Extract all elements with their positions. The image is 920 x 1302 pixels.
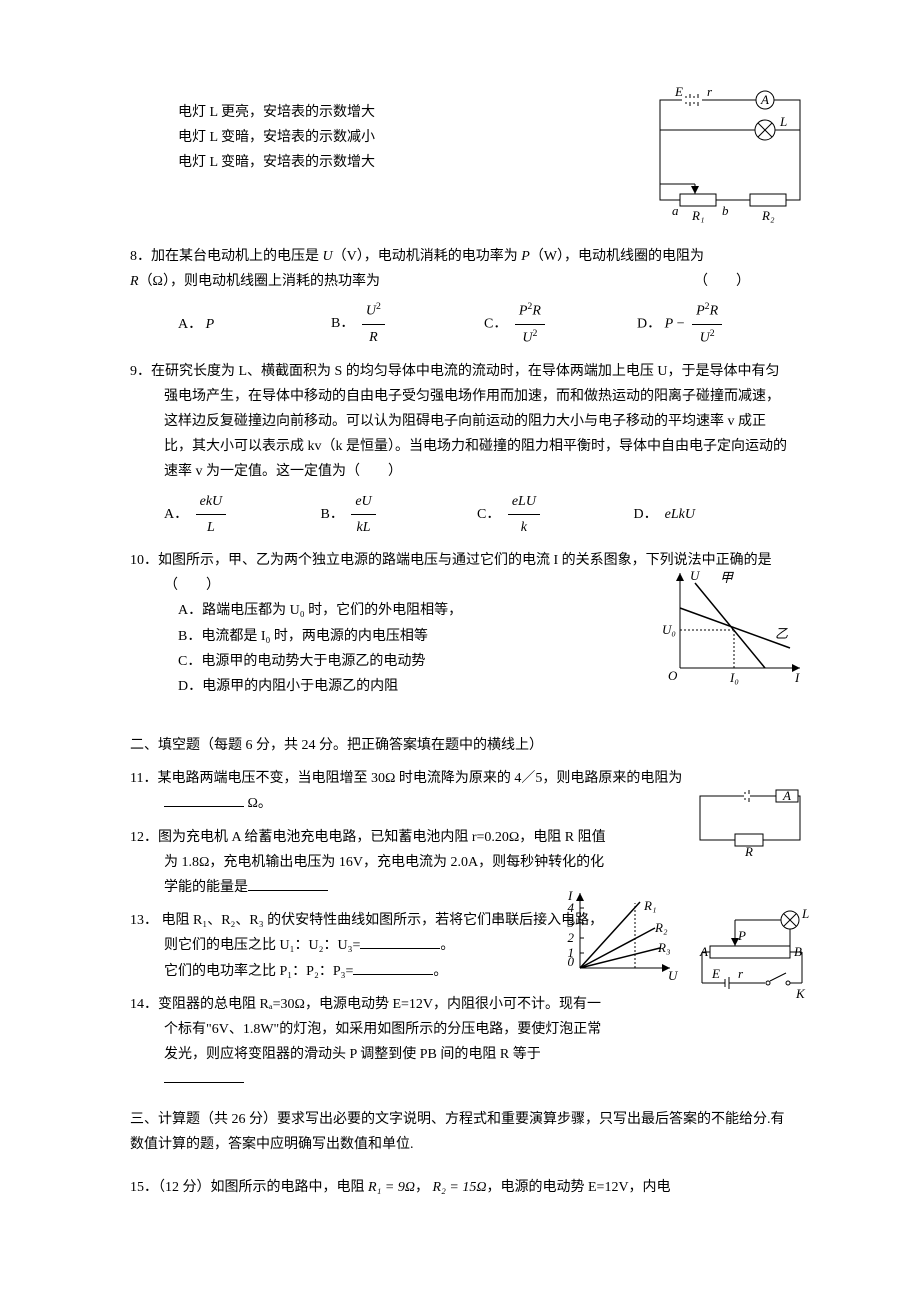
- section-2-header: 二、填空题（每题 6 分，共 24 分。把正确答案填在题中的横线上）: [130, 733, 790, 758]
- q8-options: A． P B． U2R C． P2RU2 D． P − P2RU2: [178, 298, 790, 351]
- q12-blank: [248, 876, 328, 891]
- svg-text:A: A: [782, 788, 791, 803]
- q15-stem-pre: 15．（12 分）如图所示的电路中，电阻: [130, 1180, 368, 1195]
- q13-blank1: [360, 934, 440, 949]
- section-3-header: 三、计算题（共 26 分）要求写出必要的文字说明、方程式和重要演算步骤，只写出最…: [130, 1107, 790, 1157]
- svg-text:I: I: [794, 670, 800, 685]
- question-9: 9．在研究长度为 L、横截面积为 S 的均匀导体中电流的流动时，在导体两端加上电…: [130, 359, 790, 540]
- svg-text:4: 4: [568, 900, 575, 915]
- q15-r1: R₁ = 9Ω: [368, 1180, 415, 1195]
- svg-text:U: U: [668, 968, 679, 983]
- question-12: 12．图为充电机 A 给蓄电池充电电路，已知蓄电池内阻 r=0.20Ω，电阻 R…: [130, 825, 790, 901]
- q8-var-p: P: [521, 249, 530, 264]
- svg-text:1: 1: [568, 945, 575, 960]
- svg-text:b: b: [722, 203, 729, 218]
- q8-opt-c: C． P2RU2: [484, 298, 637, 351]
- svg-text:I₀: I₀: [729, 670, 739, 685]
- q13-line2: 它们的电功率之比 P₁：P₂：P₃=: [164, 964, 353, 979]
- svg-text:甲: 甲: [720, 570, 734, 585]
- svg-text:E: E: [711, 966, 720, 981]
- svg-text:a: a: [672, 203, 679, 218]
- q15-comma1: ，: [415, 1180, 429, 1195]
- svg-text:P: P: [737, 928, 746, 943]
- q9-opt-b: B． eUkL: [321, 489, 478, 540]
- svg-text:U: U: [690, 568, 701, 583]
- svg-text:K: K: [795, 986, 806, 1001]
- svg-text:R₁: R₁: [691, 208, 704, 223]
- question-15: 15．（12 分）如图所示的电路中，电阻 R₁ = 9Ω， R₂ = 15Ω，电…: [130, 1175, 790, 1200]
- q9-options: A． ekUL B． eUkL C． eLUk D． eLkU: [164, 489, 790, 540]
- svg-text:L: L: [801, 906, 809, 921]
- q8-opt-b: B． U2R: [331, 298, 484, 350]
- svg-text:A: A: [760, 92, 769, 107]
- q8-stem-mid1: （V），电动机消耗的电功率为: [333, 249, 522, 264]
- q8-stem-mid2: （W），电动机线圈的电阻为: [530, 249, 704, 264]
- q11-unit: Ω。: [248, 796, 272, 811]
- q11-blank: [164, 792, 244, 807]
- circuit-q14: L P A B E r K: [690, 908, 820, 1012]
- svg-text:R₁: R₁: [643, 898, 656, 913]
- q15-r2: R₂ = 15Ω: [433, 1180, 487, 1195]
- q14-blank: [164, 1068, 244, 1083]
- svg-text:r: r: [738, 966, 744, 981]
- q9-stem: 9．在研究长度为 L、横截面积为 S 的均匀导体中电流的流动时，在导体两端加上电…: [164, 359, 790, 485]
- q13-period2: 。: [433, 964, 447, 979]
- svg-text:L: L: [779, 114, 787, 129]
- q8-stem-pre: 8．加在某台电动机上的电压是: [130, 249, 323, 264]
- q8-var-r: R: [130, 274, 139, 289]
- svg-text:R₂: R₂: [761, 208, 775, 223]
- q8-bracket: （ ）: [694, 269, 750, 294]
- q13-period1: 。: [440, 938, 454, 953]
- svg-text:R₂: R₂: [654, 920, 668, 935]
- svg-text:2: 2: [568, 930, 575, 945]
- q8-var-u: U: [323, 249, 333, 264]
- svg-text:r: r: [707, 84, 713, 99]
- q14-stem: 14．变阻器的总电阻 Rₐ=30Ω，电源电动势 E=12V，内阻很小可不计。现有…: [130, 997, 601, 1062]
- svg-text:3: 3: [567, 915, 575, 930]
- q9-opt-d: D． eLkU: [634, 502, 791, 527]
- question-11: A R 11．某电路两端电压不变，当电阻增至 30Ω 时电流降为原来的 4／5，…: [130, 766, 790, 816]
- circuit-diagram-q7: A E r L a b R₁ R₂: [650, 90, 820, 229]
- graph-q13: I U 0 1 2 3 4 R₁ R₂ R₃: [560, 888, 680, 992]
- q8-opt-d: D． P − P2RU2: [637, 298, 790, 351]
- q9-opt-a: A． ekUL: [164, 489, 321, 540]
- svg-text:R₃: R₃: [657, 940, 670, 955]
- q11-stem: 11．某电路两端电压不变，当电阻增至 30Ω 时电流降为原来的 4／5，则电路原…: [130, 771, 682, 786]
- q12-stem: 12．图为充电机 A 给蓄电池充电电路，已知蓄电池内阻 r=0.20Ω，电阻 R…: [130, 830, 606, 895]
- question-10: U I O 甲 乙 U₀ I₀ 10．如图所示，甲、乙为两个独立电源的路端电压与…: [130, 548, 790, 699]
- q8-opt-a: A． P: [178, 312, 331, 337]
- svg-text:乙: 乙: [775, 626, 788, 641]
- question-8: 8．加在某台电动机上的电压是 U（V），电动机消耗的电功率为 P（W），电动机线…: [130, 244, 790, 351]
- svg-text:E: E: [674, 84, 683, 99]
- q15-stem-post: ，电源的电动势 E=12V，内电: [487, 1180, 671, 1195]
- q8-stem-line2: （Ω），则电动机线圈上消耗的热功率为: [139, 274, 380, 289]
- q13-blank2: [353, 960, 433, 975]
- q9-opt-c: C． eLUk: [477, 489, 634, 540]
- question-13: I U 0 1 2 3 4 R₁ R₂ R₃ L P: [130, 908, 790, 984]
- graph-q10: U I O 甲 乙 U₀ I₀: [660, 568, 810, 697]
- svg-text:O: O: [668, 668, 678, 683]
- svg-text:U₀: U₀: [662, 622, 676, 637]
